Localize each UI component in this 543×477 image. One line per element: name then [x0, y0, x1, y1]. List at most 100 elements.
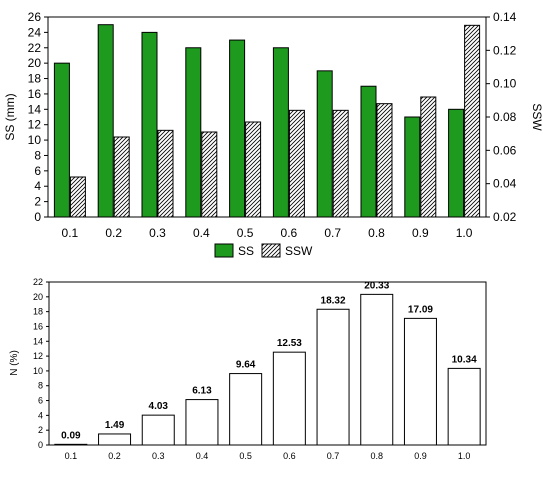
bar-ssw: [288, 109, 305, 218]
bottom-left-tick-label: 10: [33, 366, 43, 376]
legend-swatch-ss: [214, 243, 234, 258]
left-tick-label: 22: [28, 41, 42, 55]
x-tick-label: 0.5: [237, 226, 254, 240]
bar-data-label: 1.49: [105, 420, 125, 431]
bottom-left-tick-label: 6: [38, 396, 43, 406]
bottom-plot-frame: [48, 281, 487, 446]
bar-ss: [272, 47, 289, 218]
x-tick-label: 0.7: [324, 226, 341, 240]
bottom-left-tick-label: 16: [33, 321, 43, 331]
bar-ss: [53, 62, 70, 218]
top-right-axis-label: SSW: [530, 103, 543, 131]
bottom-left-tick-label: 8: [38, 381, 43, 391]
bottom-bars: 0.09 1.49 4.03 6.13 9.64 12.53 18.32 20.33 17.09…: [54, 280, 481, 446]
bar-data-label: 17.09: [408, 304, 433, 315]
left-tick-label: 20: [28, 56, 42, 70]
bar-data-label: 4.03: [149, 401, 169, 412]
x-tick-label: 0.2: [105, 226, 122, 240]
bar-n: [272, 351, 306, 446]
bottom-x-tick-label: 0.1: [65, 451, 78, 461]
bottom-left-tick-label: 12: [33, 351, 43, 361]
bar-ss: [97, 24, 114, 218]
left-tick-label: 8: [34, 148, 41, 162]
right-tick-label: 0.08: [493, 110, 517, 124]
top-bars: [53, 24, 481, 218]
bar-ssw: [420, 96, 437, 218]
x-tick-label: 1.0: [456, 226, 473, 240]
top-x-axis: 0.1 0.2 0.3 0.4 0.5 0.6 0.7 0.8 0.9 1.0: [62, 226, 473, 240]
bar-ssw: [332, 109, 349, 218]
left-tick-label: 18: [28, 72, 42, 86]
bar-data-label: 18.32: [321, 295, 346, 306]
right-tick-label: 0.10: [493, 77, 517, 91]
bottom-x-tick-label: 0.4: [196, 451, 209, 461]
bottom-x-tick-label: 0.6: [283, 451, 296, 461]
bottom-left-tick-label: 14: [33, 336, 43, 346]
bar-n: [316, 308, 350, 446]
legend-label-ssw: SSW: [285, 244, 313, 258]
bar-ss: [316, 70, 333, 218]
bottom-x-axis: 0.1 0.2 0.3 0.4 0.5 0.6 0.7 0.8 0.9 1.0: [65, 451, 471, 461]
bar-ssw: [113, 136, 130, 218]
bar-n: [403, 317, 437, 446]
bar-n: [447, 367, 481, 446]
bar-ssw: [376, 103, 393, 218]
bar-data-label: 9.64: [236, 360, 256, 371]
bar-ss: [360, 85, 377, 218]
x-tick-label: 0.3: [149, 226, 166, 240]
bottom-left-tick-label: 20: [33, 292, 43, 302]
bottom-left-tick-label: 0: [38, 440, 43, 450]
bottom-chart: 0 2 4 6 8 10 12 14 16 18 20 22 0.09 1.49 4.03 6.13 9.64…: [9, 277, 487, 461]
left-tick-label: 6: [34, 164, 41, 178]
right-tick-label: 0.04: [493, 177, 517, 191]
bottom-x-tick-label: 0.3: [152, 451, 165, 461]
bar-data-label: 20.33: [364, 280, 389, 291]
bottom-left-tick-label: 4: [38, 410, 43, 420]
left-tick-label: 24: [28, 25, 42, 39]
bottom-x-tick-label: 0.8: [370, 451, 383, 461]
bar-n: [360, 293, 394, 446]
legend: SS SSW: [214, 243, 313, 258]
bar-ssw: [464, 24, 481, 218]
bottom-x-tick-label: 0.5: [239, 451, 252, 461]
right-tick-label: 0.12: [493, 43, 517, 57]
bar-n: [229, 373, 263, 446]
bottom-x-tick-label: 0.7: [327, 451, 340, 461]
right-tick-label: 0.02: [493, 210, 517, 224]
bar-ss: [404, 116, 421, 218]
bottom-left-tick-label: 2: [38, 425, 43, 435]
bottom-x-tick-label: 0.9: [414, 451, 427, 461]
bar-n: [54, 443, 88, 446]
bottom-left-axis-label: N (%): [9, 350, 20, 376]
bottom-left-tick-label: 18: [33, 307, 43, 317]
left-tick-label: 0: [34, 210, 41, 224]
right-tick-label: 0.06: [493, 143, 517, 157]
legend-label-ss: SS: [238, 244, 254, 258]
bar-data-label: 10.34: [452, 354, 477, 365]
bar-ss: [141, 31, 158, 218]
bottom-x-tick-label: 1.0: [458, 451, 471, 461]
bar-data-label: 6.13: [192, 386, 212, 397]
left-tick-label: 10: [28, 133, 42, 147]
x-tick-label: 0.9: [412, 226, 429, 240]
x-tick-label: 0.4: [193, 226, 210, 240]
left-tick-label: 2: [34, 195, 41, 209]
bottom-left-axis: 0 2 4 6 8 10 12 14 16 18 20 22: [33, 277, 49, 450]
left-tick-label: 26: [28, 10, 42, 24]
bar-ssw: [157, 129, 174, 218]
bar-n: [141, 414, 175, 446]
bar-ssw: [69, 176, 86, 218]
bottom-left-tick-label: 22: [33, 277, 43, 287]
right-tick-label: 0.14: [493, 10, 517, 24]
bar-n: [98, 433, 132, 446]
x-tick-label: 0.8: [368, 226, 385, 240]
x-tick-label: 0.1: [62, 226, 79, 240]
left-tick-label: 4: [34, 179, 41, 193]
left-tick-label: 16: [28, 87, 42, 101]
top-right-axis: 0.02 0.04 0.06 0.08 0.10 0.12 0.14: [486, 10, 517, 224]
bar-data-label: 12.53: [277, 338, 302, 349]
bar-ss: [185, 47, 202, 218]
